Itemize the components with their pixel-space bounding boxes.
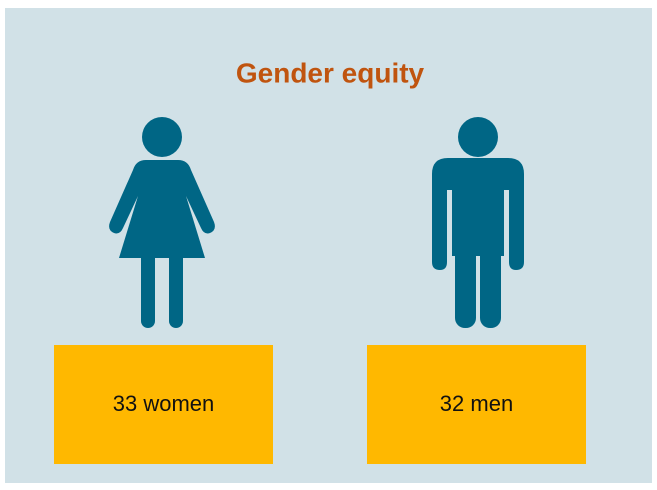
man-icon (432, 117, 524, 328)
women-count: 33 women (113, 391, 215, 416)
woman-icon (109, 117, 215, 328)
women-card (54, 345, 273, 464)
men-count: 32 men (440, 391, 513, 416)
men-card (367, 345, 586, 464)
title: Gender equity (236, 57, 425, 88)
